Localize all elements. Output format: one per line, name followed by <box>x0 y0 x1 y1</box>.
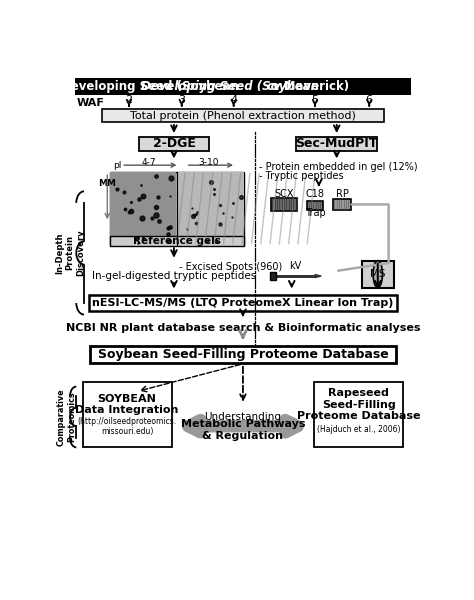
Text: RP: RP <box>336 188 348 199</box>
Text: Sec-MudPIT: Sec-MudPIT <box>295 137 378 151</box>
Bar <box>110 236 244 246</box>
Bar <box>89 295 397 311</box>
Text: MM: MM <box>98 179 116 188</box>
Text: Metabolic Pathways
& Regulation: Metabolic Pathways & Regulation <box>181 419 305 441</box>
Bar <box>139 137 209 151</box>
Text: 4: 4 <box>230 95 237 105</box>
Text: nESI-LC-MS/MS (LTQ ProteomeX Linear Ion Trap): nESI-LC-MS/MS (LTQ ProteomeX Linear Ion … <box>92 298 393 308</box>
Bar <box>333 199 351 210</box>
Text: - Excised Spots (960): - Excised Spots (960) <box>179 262 283 272</box>
Bar <box>90 346 396 363</box>
Ellipse shape <box>373 260 383 287</box>
Text: Developing Seed (Soybean: Developing Seed (Soybean <box>141 80 323 93</box>
Bar <box>110 172 176 245</box>
Bar <box>276 275 315 278</box>
Bar <box>82 382 172 447</box>
Text: kV: kV <box>290 261 302 271</box>
Bar <box>110 172 244 245</box>
Text: Rapeseed
Seed-Filling
Proteome Database: Rapeseed Seed-Filling Proteome Database <box>297 388 420 421</box>
Text: Total protein (Phenol extraction method): Total protein (Phenol extraction method) <box>130 110 356 121</box>
Bar <box>362 260 394 287</box>
Text: Understanding: Understanding <box>204 412 282 422</box>
Text: (Hajduch et al., 2006): (Hajduch et al., 2006) <box>317 425 401 434</box>
Text: 2-DGE: 2-DGE <box>153 137 195 151</box>
Text: - Tryptic peptides: - Tryptic peptides <box>259 171 344 181</box>
Bar <box>177 172 245 245</box>
Text: SOYBEAN
Data Integration: SOYBEAN Data Integration <box>75 394 179 415</box>
Text: pI: pI <box>113 161 122 170</box>
Bar <box>270 272 276 280</box>
Bar <box>75 78 411 95</box>
Text: In-gel-digested tryptic peptides: In-gel-digested tryptic peptides <box>92 271 256 281</box>
Bar <box>102 109 384 122</box>
Text: WAF: WAF <box>76 98 104 108</box>
Bar <box>314 382 403 447</box>
Text: NCBI NR plant database search & Bioinformatic analyses: NCBI NR plant database search & Bioinfor… <box>66 323 420 332</box>
Text: (http://oilseedproteomics.
missouri.edu): (http://oilseedproteomics. missouri.edu) <box>78 416 177 436</box>
Text: Reference gels: Reference gels <box>133 236 221 245</box>
Bar <box>296 137 377 151</box>
Text: 6: 6 <box>366 95 373 105</box>
Bar <box>307 200 323 210</box>
Text: SCX: SCX <box>274 188 294 199</box>
Text: In-Depth
Protein
Discovery: In-Depth Protein Discovery <box>55 230 85 276</box>
Text: 4-7: 4-7 <box>141 158 155 167</box>
Text: Trap: Trap <box>305 208 325 218</box>
Text: Soybean Seed-Filling Proteome Database: Soybean Seed-Filling Proteome Database <box>98 348 388 361</box>
Polygon shape <box>315 275 321 278</box>
Text: cv: cv <box>266 80 281 93</box>
Text: Developing Seed (Soybean: Developing Seed (Soybean <box>61 80 243 93</box>
Text: MS: MS <box>370 269 385 279</box>
Bar <box>271 197 297 211</box>
Text: . Maverick): . Maverick) <box>275 80 350 93</box>
Text: 2: 2 <box>126 95 133 105</box>
Text: C18: C18 <box>306 188 325 199</box>
Text: 3: 3 <box>178 95 185 105</box>
Text: 5: 5 <box>311 95 319 105</box>
Text: 3-10: 3-10 <box>199 158 219 167</box>
Text: Comparative
Proteomics: Comparative Proteomics <box>56 388 76 446</box>
Text: - Protein embedded in gel (12%): - Protein embedded in gel (12%) <box>259 163 418 172</box>
